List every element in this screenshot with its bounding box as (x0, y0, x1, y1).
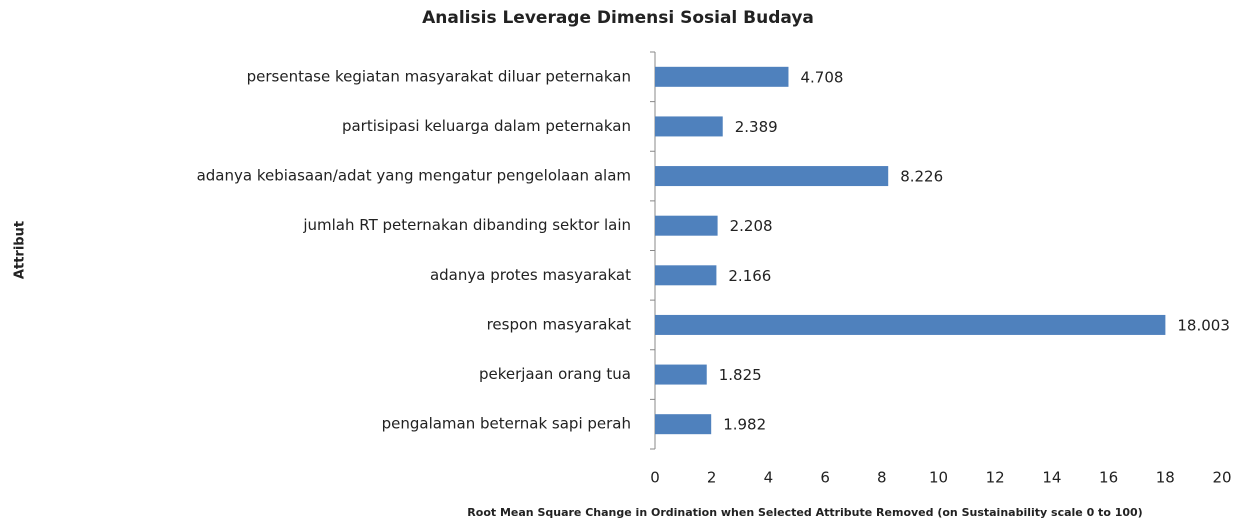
bar (655, 414, 712, 435)
y-tick-label: respon masyarakat (487, 315, 632, 333)
x-tick-label: 4 (764, 469, 774, 487)
chart-title: Analisis Leverage Dimensi Sosial Budaya (422, 8, 814, 28)
value-label: 1.982 (723, 416, 766, 434)
x-tick-label: 2 (707, 469, 717, 487)
bar (655, 265, 717, 286)
bar (655, 116, 723, 137)
x-tick-label: 20 (1212, 469, 1231, 487)
bar (655, 66, 789, 87)
value-label: 8.226 (900, 168, 943, 186)
x-tick-label: 12 (986, 469, 1005, 487)
x-tick-label: 16 (1099, 469, 1118, 487)
y-tick-label: pekerjaan orang tua (479, 365, 631, 383)
value-label: 18.003 (1177, 316, 1230, 334)
value-label: 2.166 (728, 267, 771, 285)
y-tick-label: persentase kegiatan masyarakat diluar pe… (247, 67, 631, 85)
x-axis-label: Root Mean Square Change in Ordination wh… (467, 506, 1142, 519)
x-tick-label: 10 (929, 469, 948, 487)
value-label: 1.825 (719, 366, 762, 384)
value-label: 4.708 (800, 68, 843, 86)
y-tick-label: adanya kebiasaan/adat yang mengatur peng… (197, 167, 631, 185)
y-tick-label: adanya protes masyarakat (430, 266, 631, 284)
bar (655, 314, 1166, 335)
x-tick-label: 6 (820, 469, 830, 487)
x-tick-label: 18 (1156, 469, 1175, 487)
y-tick-label: pengalaman beternak sapi perah (382, 415, 631, 433)
y-tick-label: partisipasi keluarga dalam peternakan (342, 117, 631, 135)
bar (655, 364, 707, 385)
bar (655, 215, 718, 236)
x-tick-label: 0 (650, 469, 660, 487)
y-axis-label: Attribut (13, 221, 28, 279)
bar (655, 166, 889, 187)
y-tick-label: jumlah RT peternakan dibanding sektor la… (302, 216, 631, 234)
x-tick-label: 8 (877, 469, 887, 487)
x-tick-label: 14 (1042, 469, 1061, 487)
value-label: 2.389 (735, 118, 778, 136)
value-label: 2.208 (730, 217, 773, 235)
